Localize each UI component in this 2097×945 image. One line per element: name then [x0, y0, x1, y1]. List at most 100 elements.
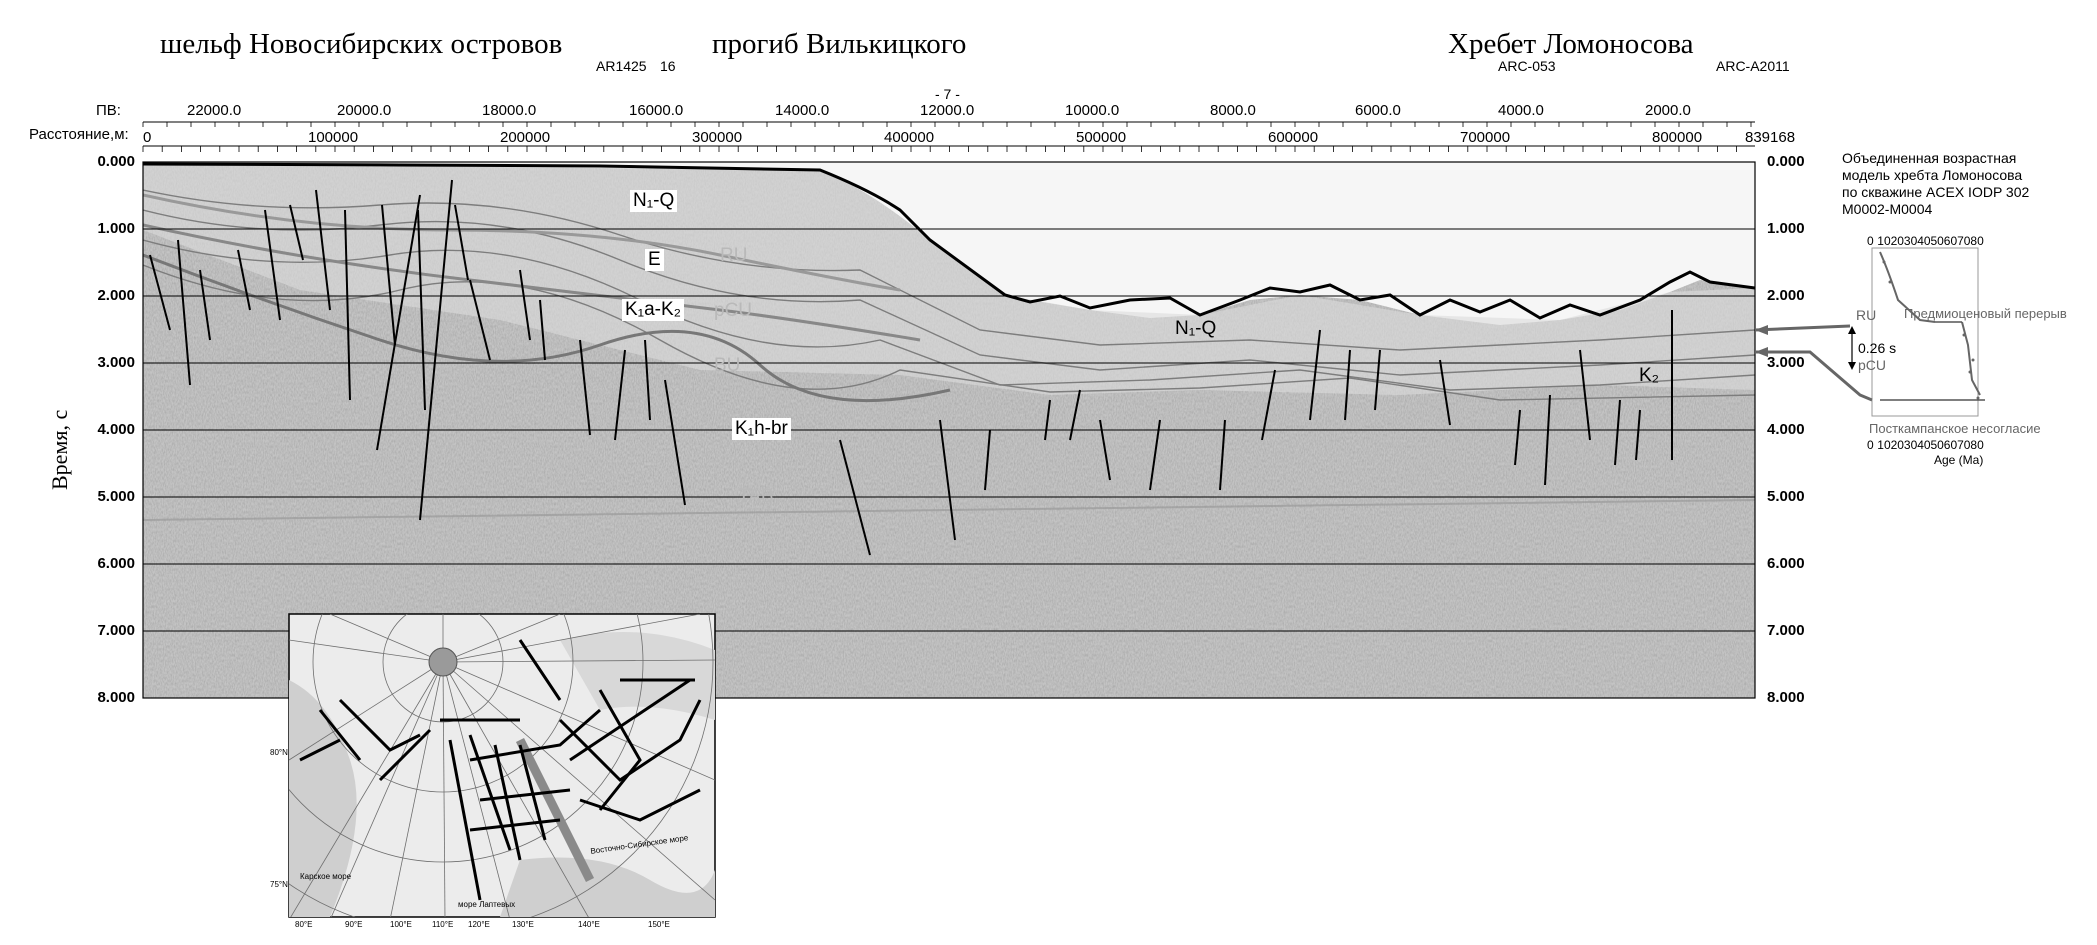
age-tick-bottom: 60 — [1943, 438, 1958, 452]
time-tick-right: 2.000 — [1767, 287, 1805, 304]
distance-tick-label: 839168 — [1745, 129, 1796, 146]
map-lon-label: 130°E — [512, 920, 534, 929]
crossing-line-arca2011: ARC-A2011 — [1716, 58, 1790, 74]
time-tick-right: 1.000 — [1767, 220, 1805, 237]
region-title-novosibirsk-shelf: шельф Новосибирских островов — [160, 28, 563, 60]
time-tick-right: 5.000 — [1767, 488, 1805, 505]
map-profile-line-7 — [515, 737, 595, 883]
map-lat-75: 75°N — [270, 880, 288, 889]
ru-arrow — [1755, 325, 1768, 335]
pv-tick-label: 14000.0 — [775, 102, 830, 119]
age-model-title-line4: M0002-M0004 — [1842, 201, 1933, 217]
age-label-unconformity: Посткампанское несогласие — [1869, 421, 2041, 436]
age-tick-top: 0 — [1867, 234, 1874, 248]
map-lon-label: 120°E — [468, 920, 490, 929]
water-column — [143, 162, 1755, 325]
time-tick-right: 3.000 — [1767, 354, 1805, 371]
time-tick-right: 7.000 — [1767, 622, 1805, 639]
label-tab: TAB — [738, 486, 774, 507]
label-k1a-k2: K₁a-K₂ — [622, 299, 685, 321]
sediment-cover — [143, 164, 1755, 395]
pcu-connector — [1755, 350, 1873, 402]
seafloor-reflector — [143, 162, 1755, 320]
label-k2: K₂ — [1639, 365, 1660, 386]
distance-axis-label: Расстояние,м: — [29, 126, 129, 143]
ru-connector — [1754, 324, 1851, 332]
pv-tick-label: 8000.0 — [1210, 102, 1256, 119]
fault-lines — [149, 179, 1673, 556]
age-tick-bottom: 10 — [1877, 438, 1891, 452]
time-tick-left: 6.000 — [97, 555, 135, 572]
time-tick-left: 2.000 — [97, 287, 135, 304]
pv-tick-label: 22000.0 — [187, 102, 242, 119]
time-tick-right: 4.000 — [1767, 421, 1805, 438]
age-graph-frame — [1871, 247, 1979, 417]
age-label-pcu: pCU — [1858, 357, 1887, 373]
age-model-title-line1: Объединенная возрастная — [1842, 150, 2017, 166]
label-n1q-left: N₁-Q — [630, 190, 678, 212]
age-tick-top: 20 — [1890, 234, 1904, 248]
pv-tick-label: 6000.0 — [1355, 102, 1401, 119]
pcu-arrow — [1755, 347, 1768, 357]
map-graticule — [289, 614, 715, 917]
map-lon-label: 140°E — [578, 920, 600, 929]
label-eocene: E — [645, 249, 664, 271]
distance-tick-label: 500000 — [1076, 129, 1127, 146]
map-north-pole — [428, 647, 458, 677]
age-tick-top: 50 — [1930, 234, 1944, 248]
age-label-hiatus: Предмиоценовый перерыв — [1904, 306, 2067, 321]
map-label-kara-sea: Карское море — [300, 872, 352, 881]
crossing-line-arc053: ARC-053 — [1498, 58, 1556, 74]
map-lon-label: 150°E — [648, 920, 670, 929]
crossing-line-16: 16 — [660, 58, 676, 74]
time-tick-right: 6.000 — [1767, 555, 1805, 572]
time-tick-left: 4.000 — [97, 421, 135, 438]
age-tick-top: 10 — [1877, 234, 1891, 248]
inset-map — [288, 613, 716, 918]
crossing-line-ar1425: AR1425 — [596, 58, 647, 74]
time-tick-right: 8.000 — [1767, 689, 1805, 706]
age-curve-lower — [1961, 321, 1981, 396]
age-model-title-line2: модель хребта Ломоносова — [1842, 167, 2023, 183]
age-tick-bottom: 80 — [1970, 438, 1984, 452]
label-n1q-right: N₁-Q — [1175, 318, 1217, 339]
age-tick-bottom: 70 — [1957, 438, 1971, 452]
pv-tick-label: 18000.0 — [482, 102, 537, 119]
region-title-vilkitsky-trough: прогиб Вилькицкого — [712, 28, 967, 60]
line-number: - 7 - — [935, 86, 960, 102]
map-land-taymyr — [289, 680, 357, 917]
label-k1h-br: K₁h-br — [732, 418, 791, 440]
time-tick-left: 5.000 — [97, 488, 135, 505]
distance-tick-label: 300000 — [692, 129, 743, 146]
map-lon-label: 90°E — [345, 920, 363, 929]
time-tick-left: 7.000 — [97, 622, 135, 639]
map-lon-label: 110°E — [432, 920, 454, 929]
time-tick-left: 0.000 — [97, 153, 135, 170]
age-tick-bottom: 40 — [1917, 438, 1931, 452]
age-tick-top: 30 — [1903, 234, 1918, 248]
age-tick-bottom: 30 — [1903, 438, 1918, 452]
label-ru: RU — [720, 245, 748, 266]
age-tick-top: 70 — [1957, 234, 1971, 248]
age-tick-top: 40 — [1917, 234, 1931, 248]
map-lat-80: 80°N — [270, 748, 288, 757]
map-land-canada — [560, 632, 715, 720]
distance-tick-label: 800000 — [1652, 129, 1703, 146]
horizon-tab — [143, 499, 1755, 521]
map-label-laptev-sea: море Лаптевых — [458, 900, 516, 909]
map-lon-label: 80°E — [295, 920, 313, 929]
time-tick-left: 3.000 — [97, 354, 135, 371]
pv-tick-label: 12000.0 — [920, 102, 975, 119]
age-axis-label: Age (Ma) — [1934, 453, 1984, 467]
horizon-bu — [143, 253, 951, 403]
horizon-pcu — [143, 223, 921, 342]
pv-tick-label: 2000.0 — [1645, 102, 1691, 119]
distance-tick-label: 700000 — [1460, 129, 1511, 146]
age-model-title-line3: по скважине ACEX IODP 302 — [1842, 184, 2030, 200]
horizon-layers — [143, 189, 1755, 401]
label-bu: BU — [714, 355, 741, 376]
time-tick-left: 1.000 — [97, 220, 135, 237]
distance-tick-label: 200000 — [500, 129, 551, 146]
distance-tick-label: 400000 — [884, 129, 935, 146]
age-tick-bottom: 20 — [1890, 438, 1904, 452]
